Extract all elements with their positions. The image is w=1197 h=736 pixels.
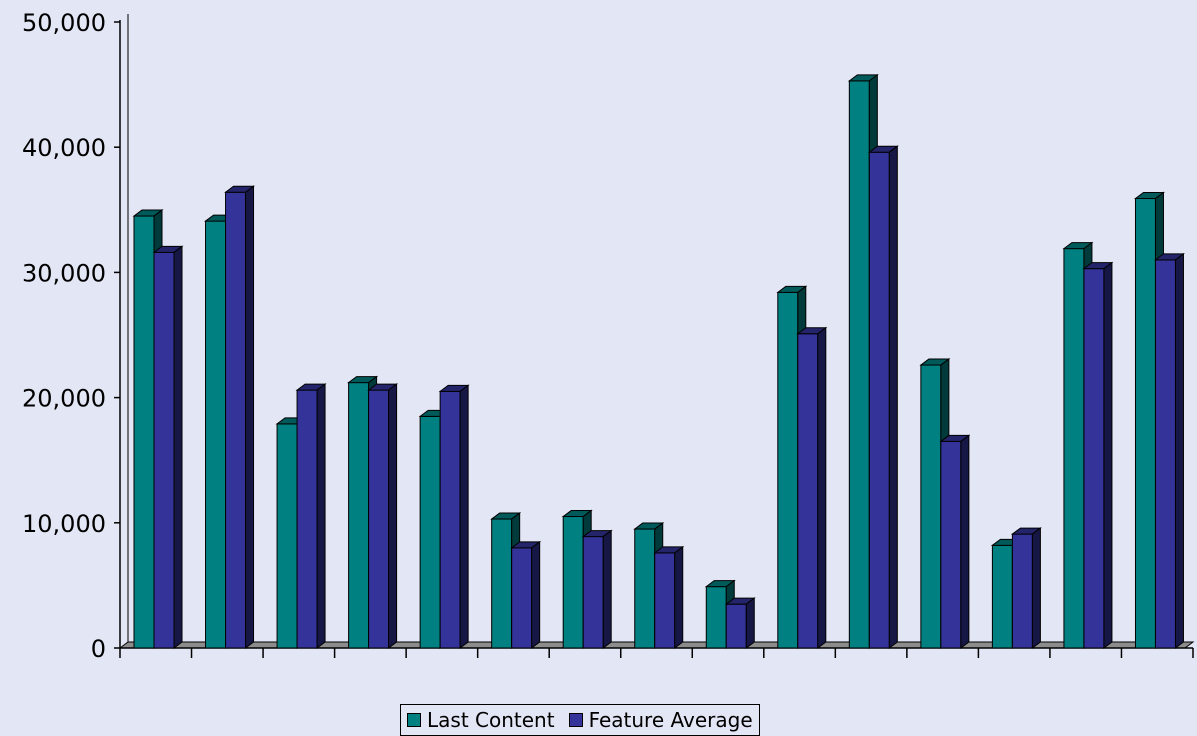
bar-feature-average — [510, 540, 542, 649]
legend-item-last-content: Last Content — [407, 708, 555, 732]
y-tick-label: 30,000 — [22, 259, 106, 287]
y-tick-label: 50,000 — [22, 9, 106, 37]
bar-feature-average — [1010, 527, 1042, 649]
y-tick-label: 10,000 — [22, 510, 106, 538]
bar-feature-average — [1082, 261, 1114, 649]
bar-feature-average — [224, 185, 256, 649]
bar-feature-average — [867, 145, 899, 649]
legend-label-feature-average: Feature Average — [588, 708, 753, 732]
y-axis: 0 10,000 20,000 30,000 40,000 50,000 — [22, 9, 129, 663]
bar-feature-average — [724, 597, 756, 649]
bar-feature-average — [1153, 252, 1185, 649]
bar-feature-average — [796, 326, 828, 649]
bars — [132, 73, 1185, 649]
bar-feature-average — [438, 384, 470, 649]
bar-feature-average — [367, 383, 399, 649]
bar-feature-average — [295, 383, 327, 649]
legend-swatch-last-content — [407, 713, 421, 727]
bar-feature-average — [939, 434, 971, 649]
y-tick-label: 0 — [91, 635, 106, 663]
bar-feature-average — [653, 545, 685, 649]
bar-feature-average — [581, 529, 613, 649]
bar-feature-average — [152, 245, 184, 649]
legend-label-last-content: Last Content — [427, 708, 555, 732]
y-tick-label: 20,000 — [22, 385, 106, 413]
y-tick-label: 40,000 — [22, 134, 106, 162]
legend: Last Content Feature Average — [400, 704, 760, 736]
legend-item-feature-average: Feature Average — [568, 708, 753, 732]
legend-swatch-feature-average — [568, 713, 583, 727]
